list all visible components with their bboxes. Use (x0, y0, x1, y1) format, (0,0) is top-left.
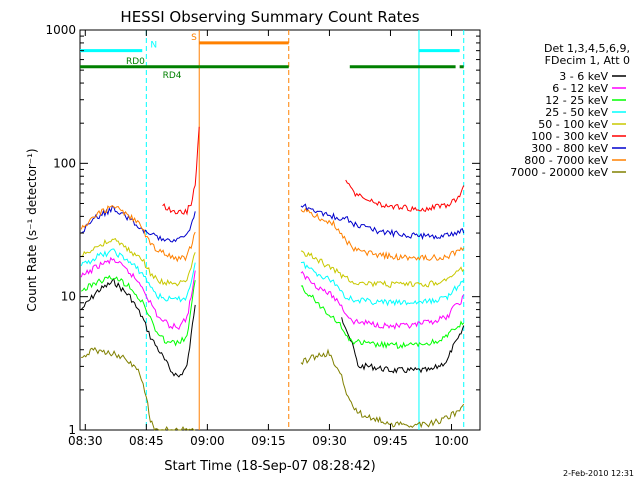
y-tick-label-0: 1 (68, 423, 76, 437)
series-12-25-kev (80, 274, 465, 350)
vertical-markers (145, 30, 465, 430)
legend-label-8: 7000 - 20000 keV (510, 166, 608, 179)
legend-label-3: 25 - 50 keV (545, 106, 608, 119)
plot-area (79, 29, 481, 431)
footer-date-stamp: 2-Feb-2010 12:31 (563, 469, 634, 478)
x-tick-label-3: 09:15 (251, 434, 286, 448)
series-50-100-kev (81, 237, 465, 288)
series-800-7000-kev (80, 204, 465, 263)
x-tick-label-5: 09:45 (373, 434, 408, 448)
legend-label-2: 12 - 25 keV (545, 94, 608, 107)
plot-frame (79, 29, 481, 431)
status-label-rd0: RD0 (126, 57, 145, 67)
legend-label-1: 6 - 12 keV (552, 82, 608, 95)
x-tick-label-4: 09:30 (312, 434, 347, 448)
legend: Det 1,3,4,5,6,9,FDecim 1, Att 0 3 - 6 keV… (510, 42, 630, 179)
series-6-12-kev (80, 256, 465, 331)
chart-title: HESSI Observing Summary Count Rates (120, 8, 419, 26)
status-bars: N S RD0 RD4 (80, 33, 464, 81)
legend-label-4: 50 - 100 keV (538, 118, 608, 131)
x-tick-label-6: 10:00 (434, 434, 469, 448)
y-tick-label-3: 1000 (45, 23, 76, 37)
x-axis-label: Start Time (18-Sep-07 08:28:42) (164, 459, 375, 474)
x-tick-label-2: 09:00 (190, 434, 225, 448)
legend-header-1: FDecim 1, Att 0 (545, 54, 630, 67)
series-3-6-kev (80, 277, 465, 378)
y-axis-label: Count Rate (s⁻¹ detector⁻¹) (25, 148, 39, 311)
status-label-s: S (191, 33, 197, 43)
legend-label-6: 300 - 800 keV (531, 142, 608, 155)
legend-label-5: 100 - 300 keV (531, 130, 608, 143)
y-tick-label-2: 100 (53, 156, 76, 170)
status-label-rd4: RD4 (163, 71, 182, 81)
data-series (80, 126, 465, 431)
legend-label-7: 800 - 7000 keV (524, 154, 608, 167)
series-300-800-kev (80, 203, 465, 243)
axes: 08:30 08:45 09:00 09:15 09:30 09:45 10:00 1 10 10… (45, 23, 480, 448)
legend-header-0: Det 1,3,4,5,6,9, (544, 42, 630, 55)
y-tick-label-1: 10 (61, 290, 76, 304)
status-label-n: N (150, 41, 157, 51)
series-7000-20000-kev (81, 346, 465, 431)
series-100-300-kev (162, 126, 465, 216)
x-tick-label-0: 08:30 (68, 434, 103, 448)
series-25-50-kev (80, 248, 465, 307)
legend-label-0: 3 - 6 keV (559, 70, 608, 83)
x-tick-label-1: 08:45 (129, 434, 164, 448)
